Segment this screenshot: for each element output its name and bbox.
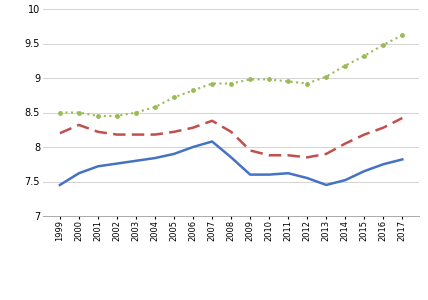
Japan — [114, 114, 119, 118]
Euro Area (OECD) — [381, 126, 386, 130]
Japan — [247, 78, 253, 81]
Euro Area (OECD) — [134, 133, 139, 136]
Line: Japan: Japan — [57, 33, 405, 119]
Euro Area (OECD) — [343, 142, 348, 145]
Japan — [229, 82, 234, 85]
US (OECD) — [285, 171, 291, 175]
US (OECD) — [381, 162, 386, 166]
Japan — [76, 111, 81, 114]
US (OECD) — [362, 169, 367, 173]
Japan — [210, 82, 215, 85]
US (OECD) — [267, 173, 272, 176]
US (OECD) — [190, 145, 196, 149]
US (OECD) — [172, 152, 177, 156]
Euro Area (OECD) — [76, 123, 81, 127]
Japan — [267, 78, 272, 81]
US (OECD) — [114, 162, 119, 165]
Euro Area (OECD) — [229, 130, 234, 134]
Euro Area (OECD) — [247, 148, 253, 152]
Euro Area (OECD) — [285, 154, 291, 157]
US (OECD) — [400, 158, 405, 161]
US (OECD) — [95, 164, 101, 168]
Euro Area (OECD) — [152, 133, 158, 136]
Japan — [190, 88, 196, 92]
US (OECD) — [134, 159, 139, 163]
Euro Area (OECD) — [324, 152, 329, 156]
Euro Area (OECD) — [114, 133, 119, 136]
US (OECD) — [210, 140, 215, 143]
Euro Area (OECD) — [57, 131, 62, 135]
US (OECD) — [305, 176, 310, 180]
US (OECD) — [229, 155, 234, 159]
Line: Euro Area (OECD): Euro Area (OECD) — [60, 118, 402, 157]
Euro Area (OECD) — [95, 130, 101, 134]
Euro Area (OECD) — [190, 126, 196, 130]
Line: US (OECD): US (OECD) — [60, 142, 402, 185]
US (OECD) — [76, 171, 81, 175]
Euro Area (OECD) — [172, 130, 177, 134]
Japan — [134, 111, 139, 114]
Japan — [57, 111, 62, 114]
Japan — [95, 114, 101, 118]
Japan — [381, 43, 386, 47]
Japan — [152, 105, 158, 109]
Euro Area (OECD) — [362, 133, 367, 136]
Japan — [362, 54, 367, 58]
Japan — [285, 80, 291, 83]
US (OECD) — [343, 178, 348, 182]
Euro Area (OECD) — [210, 119, 215, 123]
Japan — [172, 95, 177, 99]
US (OECD) — [247, 173, 253, 176]
Euro Area (OECD) — [400, 116, 405, 120]
Japan — [324, 75, 329, 78]
Euro Area (OECD) — [305, 155, 310, 159]
Euro Area (OECD) — [267, 154, 272, 157]
US (OECD) — [152, 156, 158, 160]
Japan — [343, 64, 348, 68]
Japan — [400, 33, 405, 37]
Legend: US (OECD), Euro Area (OECD), Japan: US (OECD), Euro Area (OECD), Japan — [107, 299, 355, 300]
Japan — [305, 82, 310, 85]
US (OECD) — [57, 183, 62, 187]
US (OECD) — [324, 183, 329, 187]
